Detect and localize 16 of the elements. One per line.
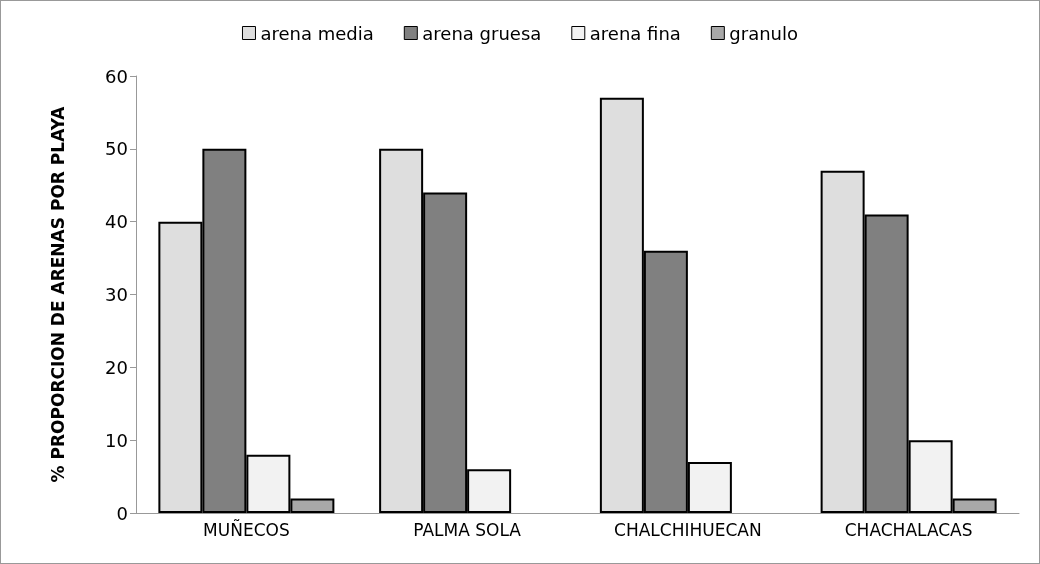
legend-label: granulo (729, 22, 799, 44)
y-tick-label: 40 (105, 211, 128, 233)
y-axis-title: % PROPORCION DE ARENAS POR PLAYA (47, 105, 68, 483)
y-tick-label: 20 (105, 356, 128, 378)
legend-label: arena fina (589, 22, 681, 44)
y-tick-label: 30 (105, 284, 128, 305)
y-tick-label: 50 (105, 138, 128, 160)
y-tick-label: 0 (116, 502, 128, 524)
y-tick-label: 10 (105, 429, 128, 451)
y-tick-label: 60 (105, 65, 128, 87)
x-tick-label: MUÑECOS (203, 518, 290, 540)
legend-label: arena gruesa (422, 22, 542, 44)
x-tick-label: CHACHALACAS (844, 519, 973, 540)
x-tick-label: CHALCHIHUECAN (614, 519, 762, 540)
x-tick-label: PALMA SOLA (413, 519, 522, 540)
legend-label: arena media (260, 22, 374, 44)
